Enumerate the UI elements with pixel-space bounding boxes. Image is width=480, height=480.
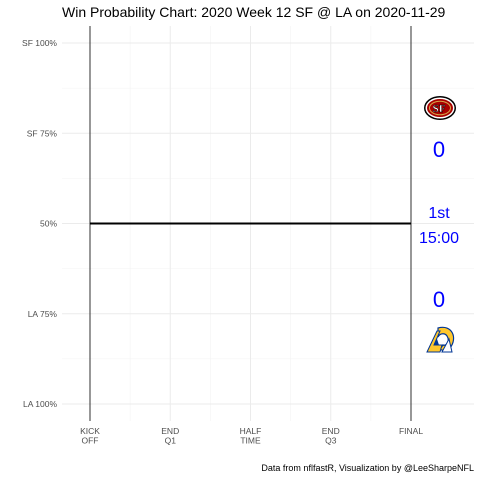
x-tick-label-line: Q3 (325, 436, 337, 446)
x-tick-label: END Q1 (161, 426, 179, 446)
x-tick-label-line: END (161, 426, 179, 436)
x-tick-label: FINAL (399, 426, 423, 436)
x-tick-label: KICK OFF (80, 426, 100, 446)
x-tick-label-line: TIME (240, 436, 261, 446)
y-tick-label: LA 75% (28, 309, 58, 319)
game-clock: 15:00 (419, 230, 459, 247)
x-tick-label-line: OFF (82, 436, 99, 446)
home-score: 0 (433, 287, 445, 312)
y-tick-label: SF 100% (22, 38, 57, 48)
chart-caption: Data from nflfastR, Visualization by @Le… (261, 463, 474, 473)
la-rams-logo (426, 326, 455, 353)
sf-49ers-logo: SF (424, 96, 456, 120)
x-tick-label-line: FINAL (399, 426, 423, 436)
x-tick-label: END Q3 (322, 426, 340, 446)
y-tick-label: 50% (40, 219, 57, 229)
away-score: 0 (433, 137, 445, 162)
chart-title: Win Probability Chart: 2020 Week 12 SF @… (62, 4, 446, 20)
x-tick-label-line: KICK (80, 426, 100, 436)
svg-text:SF: SF (433, 103, 446, 115)
x-tick-label-line: HALF (240, 426, 262, 436)
x-tick-label-line: Q1 (165, 436, 177, 446)
y-tick-label: LA 100% (23, 399, 57, 409)
y-tick-label: SF 75% (27, 128, 58, 138)
x-tick-label-line: END (322, 426, 340, 436)
y-axis-tick-labels: SF 100% SF 75% 50% LA 75% LA 100% (22, 38, 57, 409)
quarter-label: 1st (428, 205, 450, 222)
x-tick-label: HALF TIME (240, 426, 262, 446)
